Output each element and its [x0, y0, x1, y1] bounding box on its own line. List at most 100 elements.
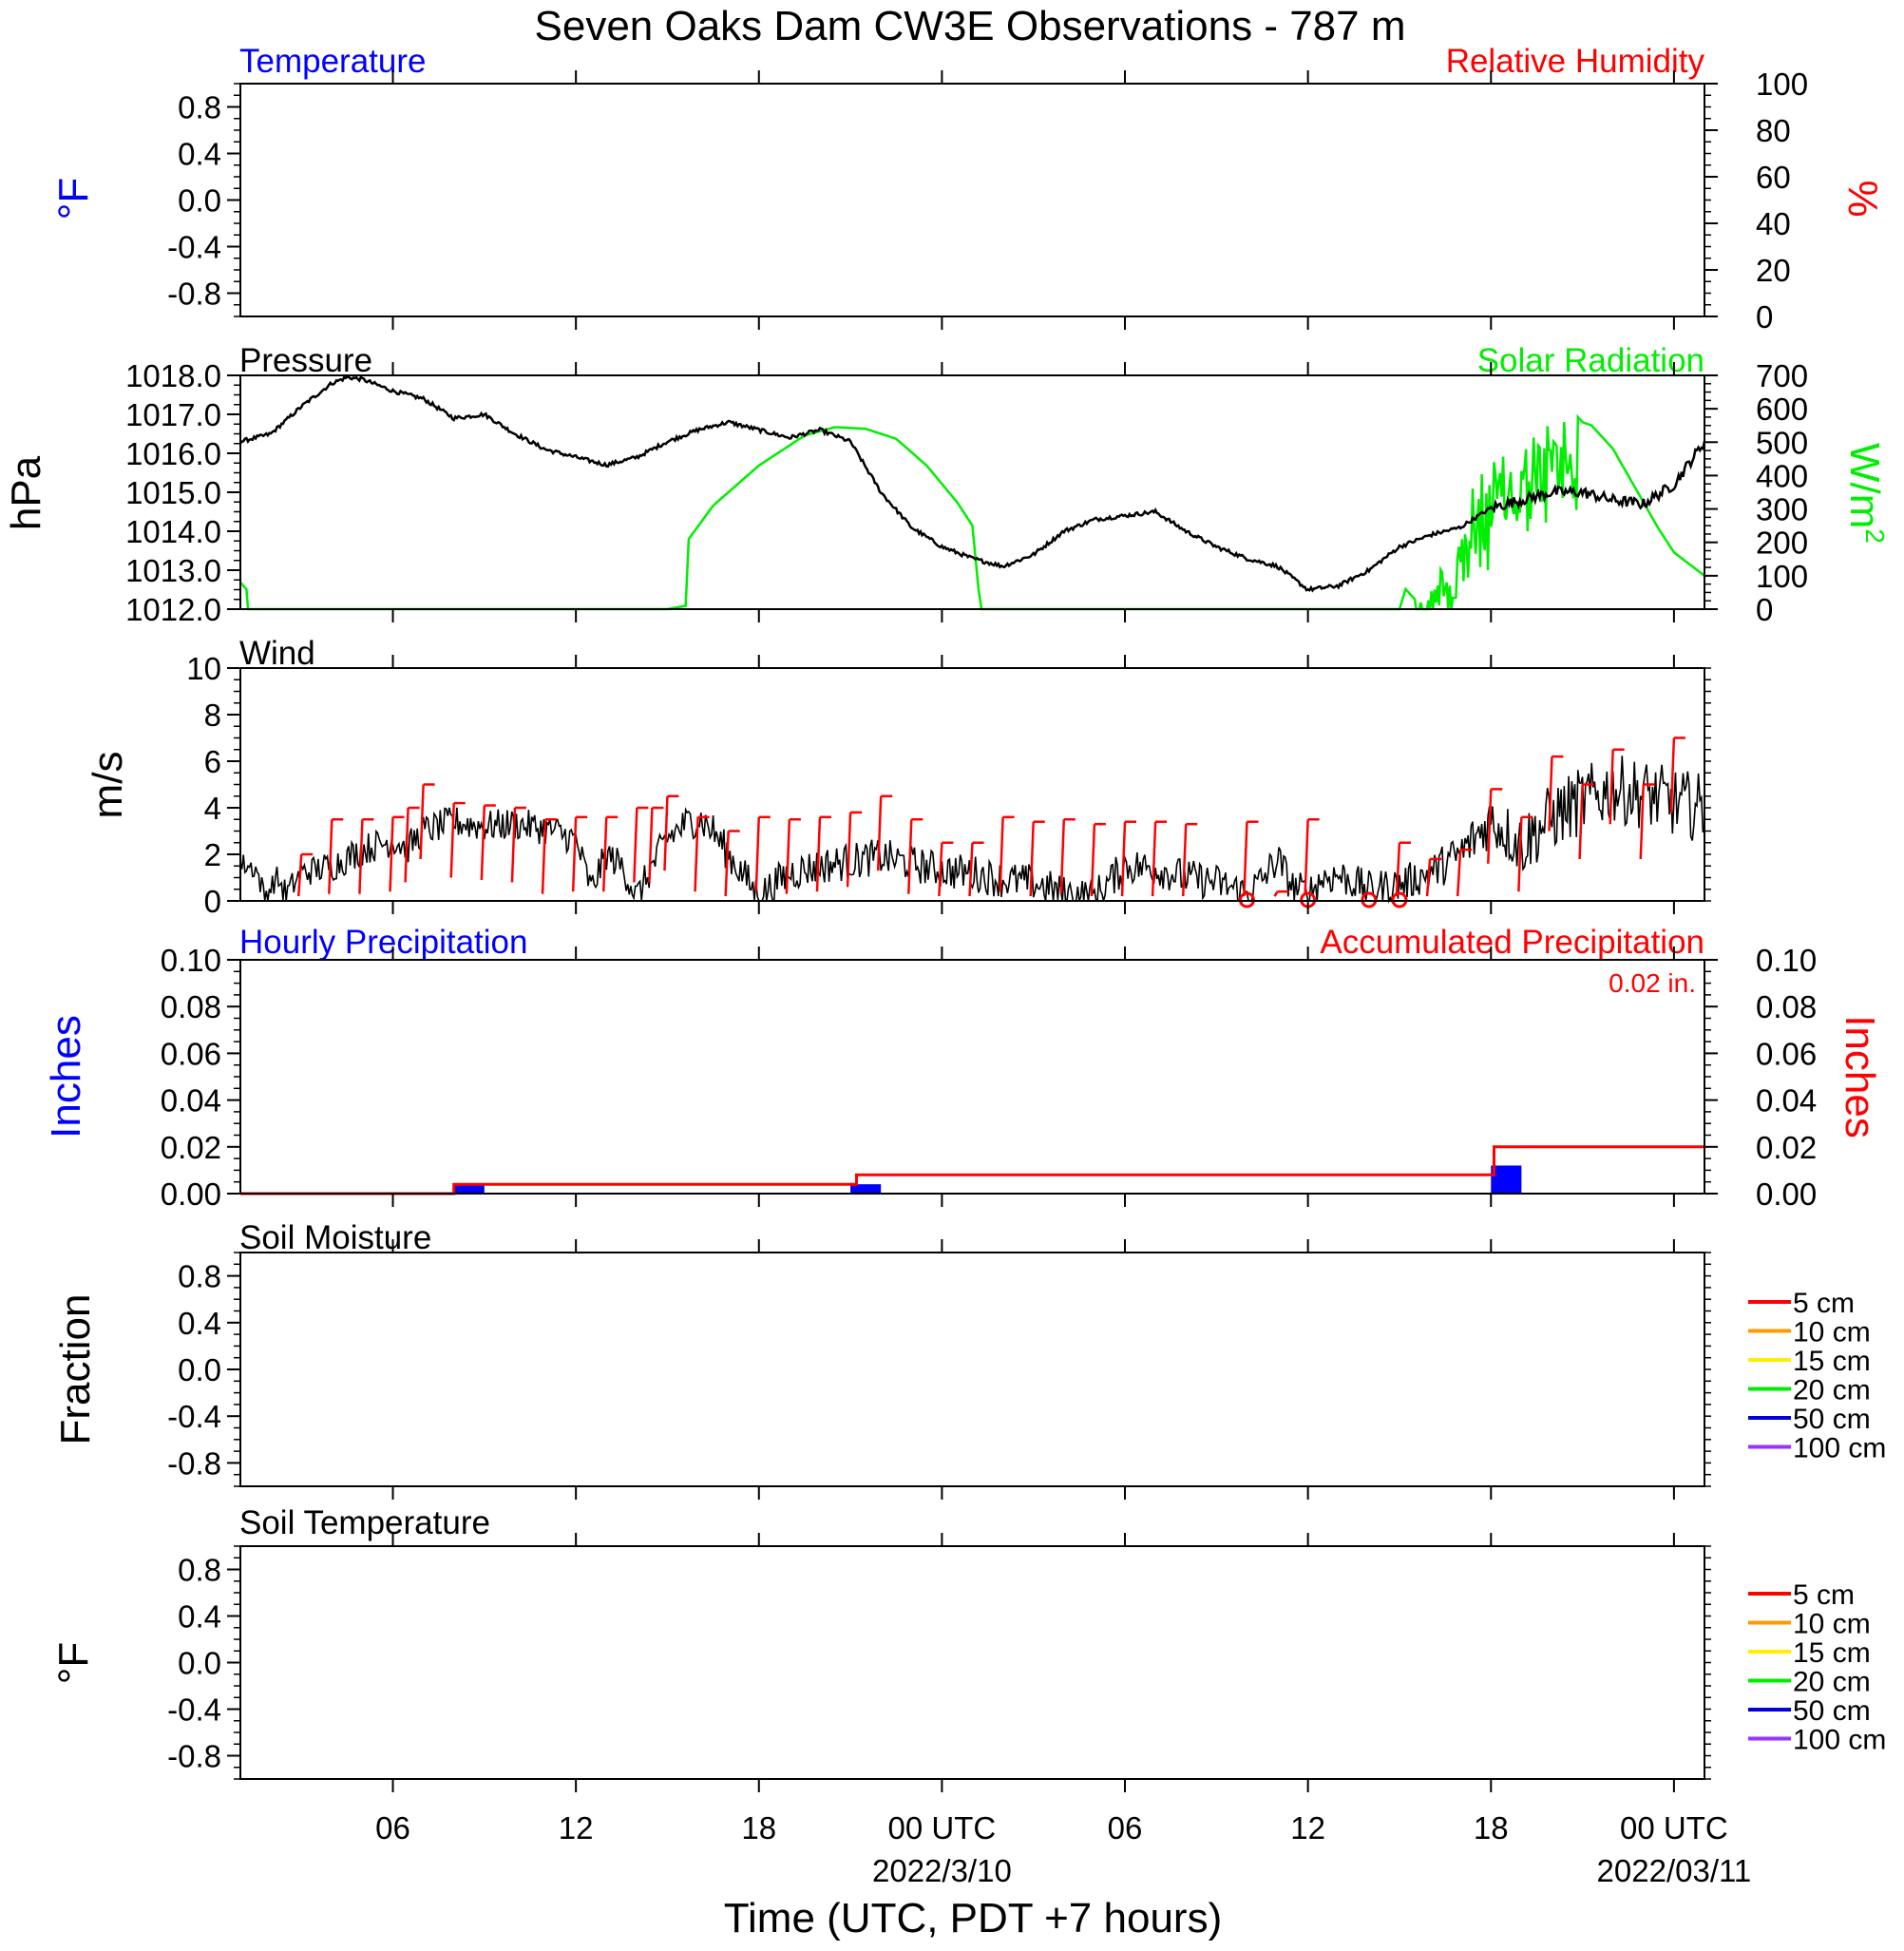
- legend-label: 15 cm: [1793, 1346, 1871, 1377]
- wind-barb: [1609, 749, 1614, 825]
- time-tick-label: 18: [1474, 1810, 1509, 1846]
- wind-barb: [1456, 850, 1462, 897]
- soil-temperature-title: Soil Temperature: [239, 1504, 490, 1541]
- panel-soil-temperature: Soil Temperature °F 0.8 0.4 0.0 -0.4 -0.8 5 …: [50, 1504, 1886, 1780]
- panel-soil-moisture: Soil Moisture Fraction 0.8 0.4 0.0 -0.4 -0.8…: [52, 1219, 1886, 1487]
- wind-barb: [785, 819, 791, 894]
- wind-barb: [1639, 784, 1646, 859]
- right-tick-label: 600: [1756, 392, 1808, 427]
- accum-precip-title: Accumulated Precipitation: [1320, 924, 1704, 961]
- wind-barb: [1120, 821, 1127, 897]
- date-label: 2022/3/10: [872, 1853, 1012, 1888]
- left-tick-label: 0.00: [161, 1176, 221, 1212]
- accum-precip-axis-label: Inches: [1837, 1015, 1883, 1138]
- wind-axis-label: m/s: [85, 752, 131, 819]
- wind-barb: [571, 816, 578, 892]
- wind-barb: [1487, 789, 1493, 864]
- wind-barb: [358, 819, 364, 894]
- temperature-axis-label: °F: [50, 178, 97, 220]
- wind-plot-frame: [239, 667, 1705, 902]
- left-tick-label: 0.08: [161, 989, 221, 1024]
- left-tick-label: 0.0: [178, 1352, 221, 1387]
- legend-label: 15 cm: [1793, 1637, 1871, 1669]
- time-tick-label: 06: [1108, 1810, 1143, 1846]
- wind-barb: [815, 816, 822, 892]
- wind-barb: [1517, 816, 1523, 892]
- hourly-precip-axis-label: Inches: [43, 1015, 89, 1138]
- soil-temperature-plot-frame: [239, 1545, 1705, 1780]
- pressure-line: [239, 375, 1706, 593]
- soil-moisture-axis-label: Fraction: [52, 1294, 99, 1445]
- wind-barb: [999, 816, 1004, 892]
- left-tick-label: 0: [204, 884, 221, 919]
- left-tick-label: 1012.0: [125, 592, 221, 627]
- soil-temperature-axis-label: °F: [50, 1642, 97, 1684]
- right-tick-label: 0.10: [1756, 943, 1817, 978]
- right-tick-label: 100: [1756, 559, 1808, 594]
- left-tick-label: 0.0: [178, 183, 221, 219]
- precip-right-ticks: 0.10 0.08 0.06 0.04 0.02 0.00: [1704, 943, 1817, 1212]
- wind-ticks: 10 8 6 4 2 0: [186, 651, 240, 919]
- panel-temperature-humidity: Temperature Relative Humidity °F % 0.80.…: [50, 43, 1886, 335]
- wind-barb: [1669, 737, 1676, 813]
- wind-barb: [846, 812, 852, 888]
- left-tick-label: 1015.0: [125, 475, 221, 510]
- solar-axis-exponent: 2: [1860, 528, 1890, 544]
- right-tick-label: 100: [1756, 67, 1808, 102]
- wind-barb: [1273, 890, 1279, 897]
- pressure-solar-series: [239, 375, 1706, 611]
- left-tick-label: -0.8: [167, 1739, 221, 1774]
- wind-barb: [633, 807, 638, 883]
- wind-barb: [449, 803, 455, 878]
- pressure-plot-frame: [239, 374, 1705, 610]
- right-tick-label: 0.04: [1756, 1083, 1817, 1119]
- left-tick-label: 0.06: [161, 1036, 221, 1071]
- legend-label: 5 cm: [1793, 1288, 1855, 1319]
- wind-title: Wind: [239, 635, 315, 672]
- left-tick-label: 0.8: [178, 1259, 221, 1294]
- panel-wind: Wind m/s 10 8 6 4 2 0: [85, 635, 1711, 919]
- right-tick-label: 700: [1756, 358, 1808, 393]
- left-tick-label: -0.4: [167, 1399, 221, 1434]
- temperature-plot-frame: [239, 83, 1705, 317]
- wind-barb: [541, 819, 547, 894]
- solar-axis-label: W/m2: [1841, 443, 1890, 544]
- wind-barb: [510, 807, 517, 883]
- left-tick-label: 6: [204, 744, 221, 779]
- time-tick-label: 00 UTC: [1620, 1810, 1728, 1846]
- soil-moisture-title: Soil Moisture: [239, 1219, 431, 1256]
- right-tick-label: 400: [1756, 458, 1808, 493]
- precip-plot-frame: [239, 959, 1705, 1195]
- wind-barb: [296, 853, 303, 897]
- pressure-axis-label: hPa: [3, 455, 49, 530]
- right-tick-label: 0.02: [1756, 1130, 1817, 1165]
- wind-series: [239, 736, 1705, 909]
- humidity-ticks: 100 80 60 40 20 0: [1704, 67, 1808, 335]
- panel-precipitation: Hourly Precipitation Accumulated Precipi…: [43, 924, 1883, 1212]
- time-axis: 06 12 18 00 UTC 2022/3/10 06 12 18 00 UTC 2022/03…: [375, 70, 1751, 1888]
- left-tick-label: -0.8: [167, 277, 221, 312]
- wind-speed-line: [239, 756, 1705, 904]
- right-tick-label: 0.06: [1756, 1036, 1817, 1071]
- humidity-title: Relative Humidity: [1446, 43, 1705, 80]
- left-tick-label: 1014.0: [125, 514, 221, 549]
- panel-pressure-solar: Pressure Solar Radiation hPa W/m2 1018.0…: [3, 342, 1890, 627]
- left-tick-label: -0.8: [167, 1445, 221, 1481]
- time-axis-label: Time (UTC, PDT +7 hours): [724, 1895, 1222, 1941]
- pressure-ticks: 1018.0 1017.0 1016.0 1015.0 1014.0 1013.0 1012…: [125, 358, 240, 627]
- wind-barb: [1548, 756, 1553, 832]
- hourly-precip-bar: [453, 1184, 485, 1194]
- wind-barb: [968, 842, 974, 897]
- wind-barb: [602, 816, 608, 892]
- left-tick-label: -0.4: [167, 1693, 221, 1728]
- pressure-title: Pressure: [239, 342, 372, 379]
- soil-moisture-plot-frame: [239, 1252, 1705, 1487]
- legend-label: 100 cm: [1793, 1725, 1886, 1756]
- humidity-axis-label: %: [1839, 180, 1886, 217]
- temperature-title: Temperature: [239, 43, 426, 80]
- wind-barb: [648, 807, 654, 883]
- hourly-precip-bar: [850, 1184, 882, 1194]
- legend-label: 20 cm: [1793, 1375, 1871, 1406]
- precip-series: [240, 1145, 1704, 1195]
